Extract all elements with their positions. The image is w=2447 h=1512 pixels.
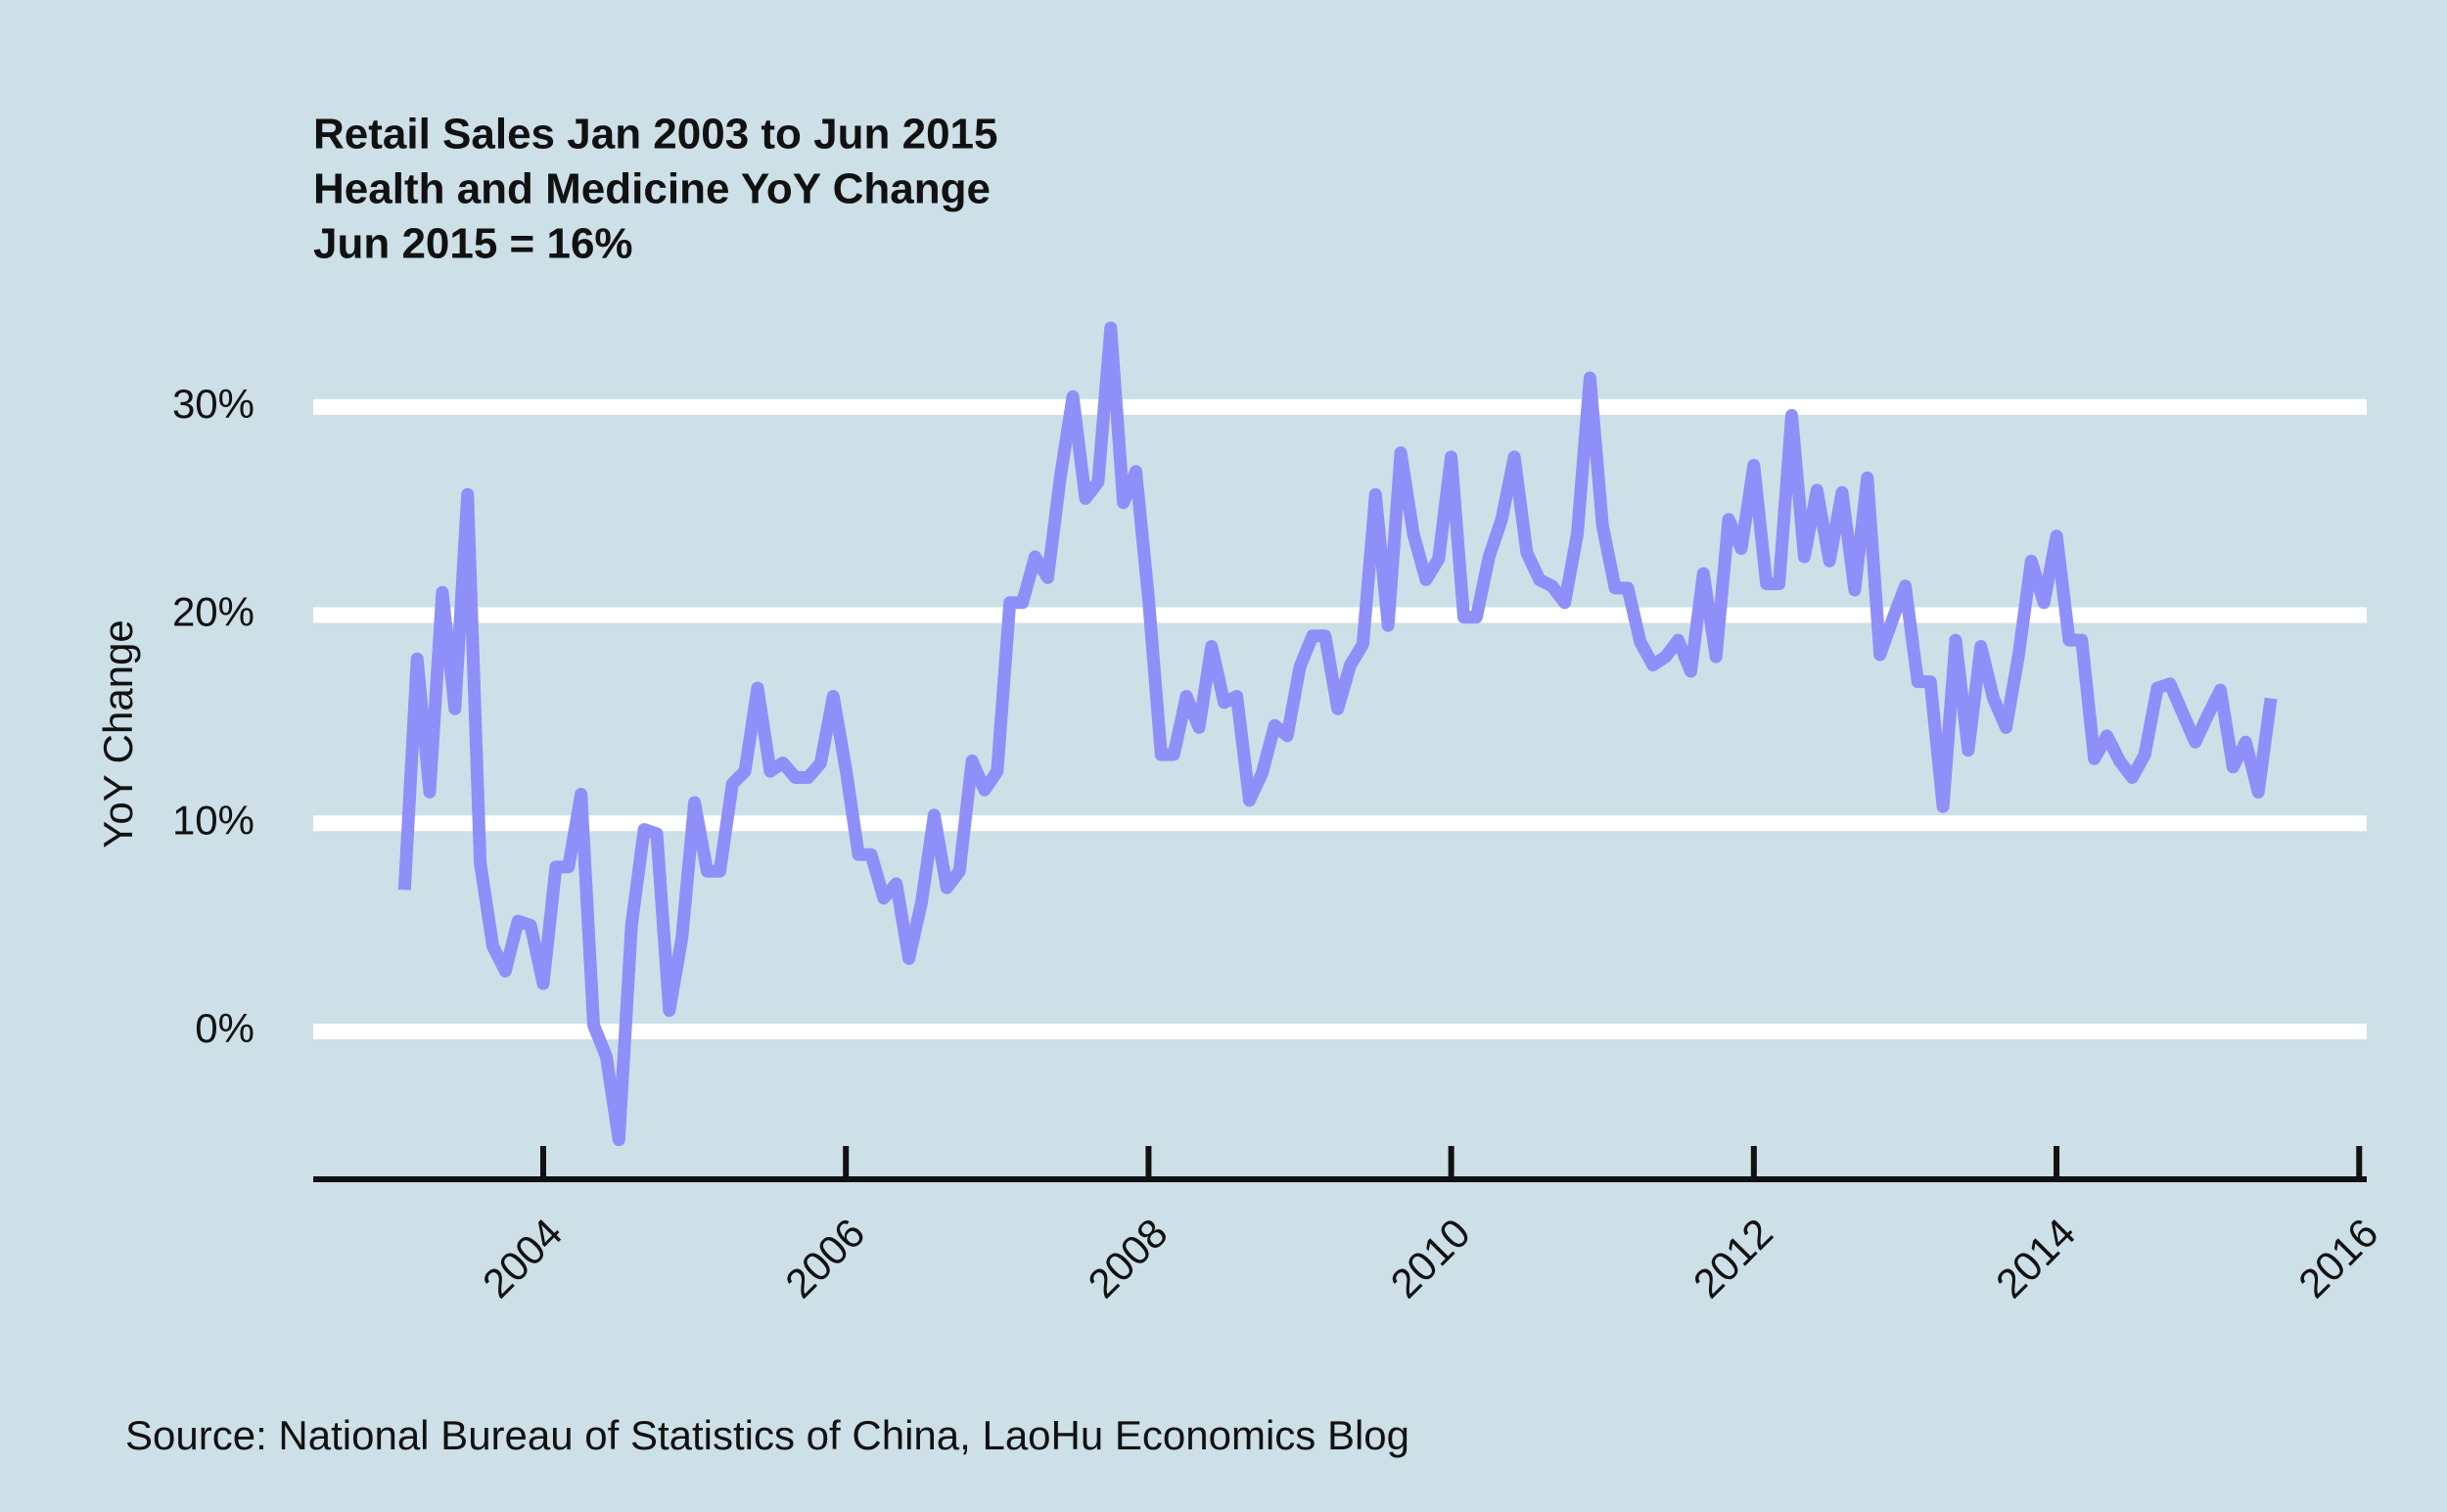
- y-axis-label: YoY Change: [95, 619, 141, 848]
- y-tick-label: 20%: [172, 589, 254, 635]
- y-tick-label: 30%: [172, 381, 254, 427]
- chart-title: Jun 2015 = 16%: [313, 220, 633, 268]
- data-line: [397, 321, 2278, 1147]
- y-tick-label: 10%: [172, 797, 254, 843]
- chart-title: Retail Sales Jan 2003 to Jun 2015: [313, 111, 998, 159]
- chart-title: Health and Medicine YoY Change: [313, 165, 991, 213]
- y-tick-label: 0%: [195, 1005, 254, 1051]
- caption: Source: National Bureau of Statistics of…: [125, 1412, 1409, 1458]
